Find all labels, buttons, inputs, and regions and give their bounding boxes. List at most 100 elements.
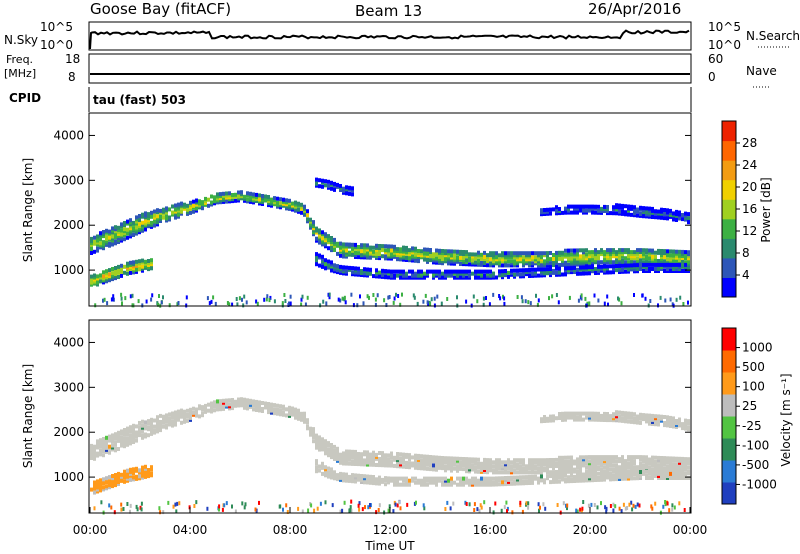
heatmap-cell: [153, 424, 156, 429]
heatmap-cell: [256, 301, 259, 306]
heatmap-cell: [507, 270, 510, 275]
x-tick-label: 12:00: [373, 523, 408, 537]
heatmap-cell: [441, 249, 444, 253]
heatmap-cell: [555, 461, 558, 466]
heatmap-cell: [483, 476, 486, 481]
heatmap-cell: [600, 264, 603, 269]
heatmap-cell: [462, 258, 465, 263]
heatmap-cell: [657, 262, 660, 267]
heatmap-cell: [675, 257, 678, 262]
heatmap-cell: [555, 257, 558, 261]
heatmap-cell: [642, 455, 645, 460]
heatmap-cell: [123, 469, 126, 474]
heatmap-cell: [341, 508, 344, 513]
heatmap-cell: [384, 269, 387, 274]
heatmap-cell: [527, 505, 530, 510]
heatmap-cell: [315, 252, 318, 257]
heatmap-cell: [433, 296, 436, 301]
heatmap-cell: [681, 260, 684, 264]
heatmap-cell: [682, 302, 685, 306]
nsky-panel: N.Sky 10^5 10^0 10^5 10^0 N.Search: [4, 20, 800, 52]
heatmap-cell: [534, 255, 537, 260]
heatmap-cell: [327, 263, 330, 268]
heatmap-cell: [538, 508, 540, 513]
heatmap-cell: [456, 295, 458, 300]
heatmap-cell: [575, 508, 578, 513]
heatmap-cell: [627, 204, 630, 209]
heatmap-cell: [450, 269, 453, 274]
heatmap-cell: [192, 410, 195, 415]
heatmap-cell: [672, 211, 675, 216]
heatmap-cell: [639, 470, 642, 474]
heatmap-cell: [330, 244, 333, 249]
heatmap-cell: [111, 234, 114, 239]
heatmap-cell: [564, 206, 567, 211]
heatmap-cell: [630, 470, 633, 475]
heatmap-cell: [294, 204, 297, 209]
heatmap-cell: [663, 216, 666, 221]
heatmap-cell: [555, 266, 558, 271]
heatmap-cell: [279, 404, 282, 409]
heatmap-cell: [591, 269, 594, 274]
heatmap-cell: [345, 265, 348, 270]
heatmap-cell: [627, 470, 630, 475]
heatmap-cell: [444, 464, 447, 469]
heatmap-cell: [480, 463, 483, 468]
heatmap-cell: [621, 461, 624, 466]
heatmap-cell: [171, 419, 174, 424]
heatmap-cell: [108, 241, 111, 246]
heatmap-cell: [165, 214, 168, 219]
heatmap-cell: [372, 450, 375, 455]
colorbar-tick-label: -500: [742, 458, 769, 472]
heatmap-cell: [333, 237, 336, 242]
heatmap-cell: [615, 268, 618, 273]
heatmap-cell: [226, 301, 229, 305]
heatmap-cell: [679, 295, 682, 300]
heatmap-cell: [564, 455, 567, 460]
heatmap-cell: [390, 250, 393, 255]
heatmap-cell: [478, 508, 481, 513]
heatmap-cell: [420, 454, 423, 459]
heatmap-cell: [105, 234, 108, 239]
heatmap-cell: [471, 271, 474, 276]
heatmap-cell: [176, 501, 179, 506]
heatmap-cell: [630, 419, 633, 424]
heatmap-cell: [585, 265, 588, 270]
heatmap-cell: [684, 262, 687, 267]
heatmap-cell: [580, 293, 583, 298]
heatmap-cell: [336, 264, 339, 269]
heatmap-cell: [183, 202, 186, 207]
heatmap-cell: [603, 469, 606, 474]
heatmap-cell: [663, 212, 666, 216]
heatmap-cell: [330, 186, 333, 191]
heatmap-cell: [474, 478, 477, 483]
heatmap-cell: [570, 210, 573, 215]
heatmap-cell: [174, 412, 177, 417]
heatmap-cell: [561, 250, 564, 255]
heatmap-cell: [135, 474, 138, 479]
heatmap-cell: [354, 251, 357, 255]
heatmap-cell: [342, 474, 345, 479]
heatmap-cell: [99, 279, 102, 284]
heatmap-cell: [228, 191, 231, 196]
heatmap-cell: [567, 475, 570, 480]
heatmap-cell: [600, 248, 603, 253]
heatmap-cell: [579, 411, 582, 416]
heatmap-cell: [216, 399, 219, 404]
heatmap-cell: [471, 478, 474, 483]
heatmap-cell: [354, 456, 357, 460]
heatmap-cell: [510, 270, 513, 275]
freq-unit: [MHz]: [4, 67, 36, 80]
heatmap-cell: [468, 502, 471, 507]
heatmap-cell: [539, 505, 541, 510]
heatmap-cell: [612, 467, 615, 472]
heatmap-cell: [477, 271, 480, 276]
heatmap-cell: [396, 273, 399, 278]
heatmap-cell: [636, 263, 639, 268]
heatmap-cell: [111, 443, 114, 448]
heatmap-cell: [594, 254, 597, 259]
heatmap-cell: [546, 476, 549, 481]
heatmap-cell: [315, 254, 318, 259]
heatmap-cell: [330, 262, 333, 267]
heatmap-cell: [561, 260, 564, 265]
